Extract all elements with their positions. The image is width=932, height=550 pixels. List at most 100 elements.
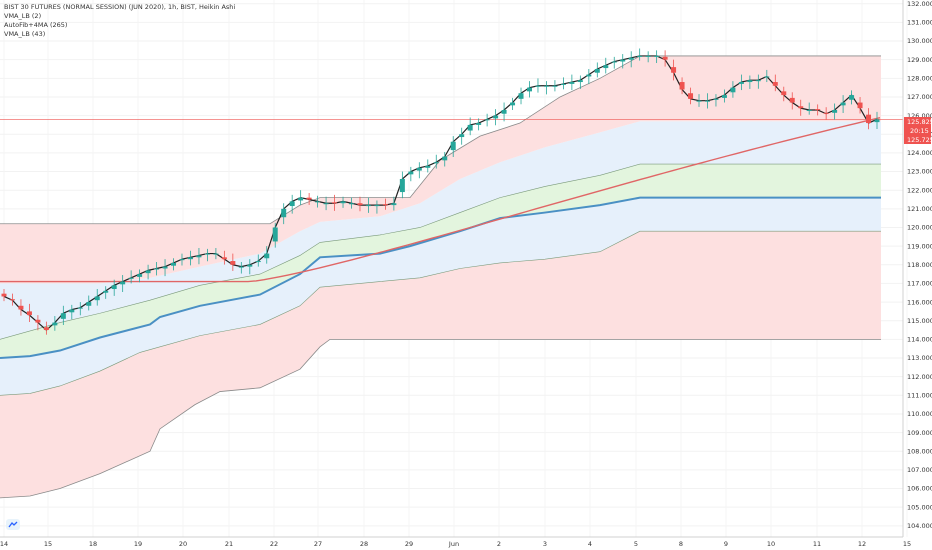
- candle-body: [772, 82, 778, 86]
- x-tick-label: 9: [724, 540, 728, 548]
- x-tick-label: 8: [679, 540, 683, 548]
- price-tag-upper-bg: [904, 117, 931, 126]
- candle-body: [840, 102, 846, 106]
- y-tick-label: 108.000: [907, 447, 932, 455]
- x-tick-label: 21: [225, 540, 233, 548]
- candle-body: [798, 106, 804, 109]
- candle-body: [264, 253, 270, 259]
- candle-body: [86, 302, 92, 306]
- x-tick-label: 22: [270, 540, 278, 548]
- y-tick-label: 119.000: [907, 242, 932, 250]
- candle-body: [416, 167, 422, 171]
- y-tick-label: 129.000: [907, 56, 932, 64]
- candle-body: [128, 277, 134, 279]
- candle-body: [332, 202, 338, 204]
- candle-body: [713, 98, 719, 100]
- candle-body: [467, 124, 473, 131]
- candle-body: [704, 100, 710, 102]
- x-tick-label: 4: [588, 540, 592, 548]
- candle-body: [281, 208, 287, 218]
- band-upper-red: [0, 55, 881, 284]
- candle-body: [349, 203, 355, 205]
- candle-body: [111, 285, 117, 290]
- candle-body: [849, 95, 855, 100]
- candle-body: [145, 270, 151, 274]
- candle-body: [543, 85, 549, 87]
- candle-body: [815, 109, 821, 111]
- x-tick-label: 11: [813, 540, 821, 548]
- candle-body: [298, 197, 304, 201]
- candle-body: [247, 264, 253, 267]
- candle-body: [272, 227, 278, 242]
- y-tick-label: 128.000: [907, 75, 932, 83]
- x-tick-label: 3: [543, 540, 547, 548]
- candle-body: [238, 266, 244, 268]
- axes: [0, 0, 904, 538]
- candle-body: [789, 97, 795, 103]
- candles-group: [1, 48, 880, 335]
- candle-body: [679, 82, 685, 90]
- y-tick-label: 130.000: [907, 37, 932, 45]
- candle-body: [518, 93, 524, 99]
- candle-body: [671, 67, 677, 73]
- y-tick-label: 114.000: [907, 336, 932, 344]
- candle-body: [866, 114, 872, 124]
- band-lower-red: [0, 231, 881, 498]
- price-tag-group: 125.825 20:15 125.725: [904, 117, 932, 144]
- candle-body: [654, 55, 660, 57]
- legend-vma2: VMA_LB (2): [4, 12, 42, 20]
- candle-body: [823, 112, 829, 114]
- candle-body: [510, 102, 516, 106]
- candle-body: [196, 255, 202, 258]
- candle-body: [171, 262, 177, 266]
- y-tick-label: 115.000: [907, 317, 932, 325]
- tradingview-logo-icon[interactable]: [6, 519, 20, 530]
- candle-body: [764, 76, 770, 78]
- x-tick-label: 14: [0, 540, 8, 548]
- x-tick-label: Jun: [448, 540, 459, 548]
- price-tag-upper: 125.825: [907, 118, 932, 126]
- x-tick-label: 10: [767, 540, 775, 548]
- candle-body: [569, 82, 575, 84]
- candle-body: [77, 307, 83, 309]
- candle-body: [738, 82, 744, 84]
- candle-body: [857, 102, 863, 109]
- candle-body: [696, 100, 702, 102]
- candle-body: [688, 93, 694, 99]
- y-tick-label: 127.000: [907, 93, 932, 101]
- price-tag-middle-bg: [904, 126, 931, 135]
- candle-body: [535, 85, 541, 87]
- candle-body: [425, 165, 431, 168]
- candle-body: [552, 85, 558, 87]
- candle-body: [120, 281, 126, 285]
- y-tick-label: 105.000: [907, 503, 932, 511]
- candle-body: [781, 91, 787, 96]
- candle-body: [747, 80, 753, 83]
- candle-body: [501, 110, 507, 114]
- chart-legend: BIST 30 FUTURES (NORMAL SESSION) (JUN 20…: [4, 3, 235, 39]
- candle-body: [306, 197, 312, 200]
- candle-body: [289, 201, 295, 207]
- y-tick-label: 118.000: [907, 261, 932, 269]
- band-upper-blue: [0, 121, 881, 340]
- candle-body: [35, 319, 41, 323]
- candle-body: [493, 115, 499, 119]
- candle-body: [459, 134, 465, 138]
- candle-body: [357, 203, 363, 206]
- x-tick-label: 20: [179, 540, 187, 548]
- x-tick-label: 5: [634, 540, 638, 548]
- candle-body: [476, 123, 482, 125]
- candle-body: [255, 261, 261, 263]
- candle-body: [721, 95, 727, 98]
- x-tick-label: 12: [858, 540, 866, 548]
- candle-body: [374, 205, 380, 207]
- y-axis-ticks: 104.000 105.000 106.000 107.000 108.000 109.0…: [907, 0, 932, 530]
- y-tick-label: 126.000: [907, 112, 932, 120]
- y-tick-label: 109.000: [907, 429, 932, 437]
- price-tag-middle: 20:15: [910, 127, 929, 135]
- candle-body: [230, 261, 236, 265]
- y-tick-label: 110.000: [907, 410, 932, 418]
- candle-body: [628, 57, 634, 60]
- indicator-lines: [0, 55, 903, 359]
